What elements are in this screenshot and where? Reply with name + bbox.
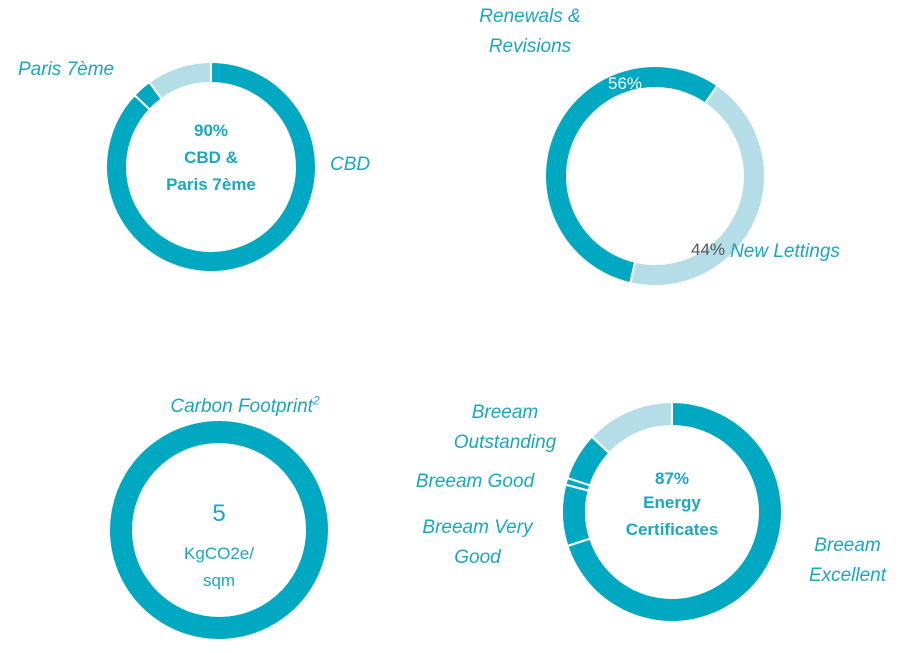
value-label: 44%: [690, 240, 726, 259]
center-value: 5: [212, 500, 226, 527]
category-label: New Lettings: [730, 241, 840, 262]
unit-text: KgCO2e/: [184, 544, 254, 563]
category-label: Paris 7ème: [18, 59, 115, 80]
donut-segment: [629, 84, 766, 287]
category-label: Breeam Good: [415, 471, 535, 492]
center-text: Paris 7ème: [166, 175, 256, 194]
donut-segment: [105, 60, 317, 273]
category-label: Breeam Outstanding: [453, 402, 557, 453]
value-label: 56%: [607, 74, 643, 93]
center-text: Energy Certificates: [625, 493, 719, 539]
chart-title: Carbon Footprint2: [100, 392, 390, 422]
center-text: 90%: [193, 121, 229, 140]
donut-segment: [561, 483, 592, 548]
category-label: CBD: [330, 154, 371, 175]
title-text: Carbon Footprint: [170, 396, 313, 417]
category-label: Breeam Excellent: [808, 535, 887, 586]
donut-segment: [108, 419, 330, 641]
category-label: Breeam Very Good: [422, 517, 533, 568]
center-text: 87%: [654, 469, 690, 488]
title-superscript: 2: [312, 393, 320, 408]
category-label: Renewals & Revisions: [479, 6, 581, 57]
donut-segment: [544, 65, 719, 285]
donut-segment: [590, 400, 673, 455]
center-text: CBD &: [184, 148, 238, 167]
donut-segment: [147, 60, 212, 101]
unit-text: sqm: [202, 571, 236, 590]
donut-segment: [566, 400, 783, 623]
